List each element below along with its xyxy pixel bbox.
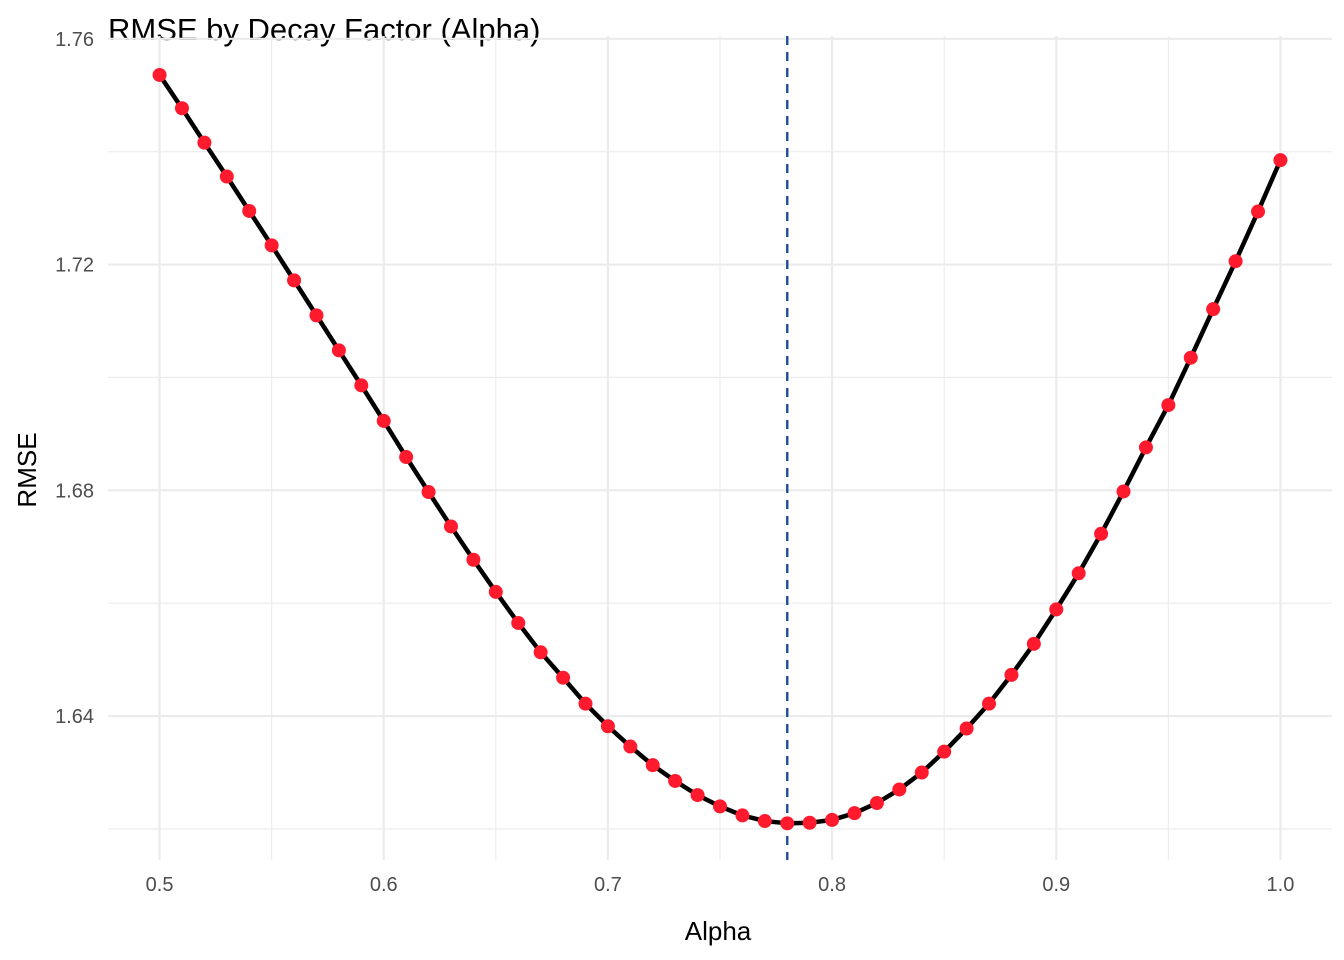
data-point	[1228, 254, 1243, 269]
data-point	[1004, 667, 1019, 682]
data-point	[914, 765, 929, 780]
data-point	[780, 816, 795, 831]
x-tick-label: 0.9	[1042, 874, 1070, 896]
data-point	[376, 413, 391, 428]
data-point	[1049, 602, 1064, 617]
data-point	[690, 788, 705, 803]
major-gridlines	[108, 36, 1332, 860]
data-point	[152, 67, 167, 82]
data-point	[1251, 204, 1266, 219]
data-point	[645, 758, 660, 773]
data-point	[1273, 153, 1288, 168]
data-point	[1071, 566, 1086, 581]
x-axis-tick-labels: 0.5 0.6 0.7 0.8 0.9 1.0	[146, 874, 1295, 896]
data-point	[466, 552, 481, 567]
data-point	[982, 696, 997, 711]
data-point	[331, 343, 346, 358]
data-point	[668, 773, 683, 788]
data-point	[757, 814, 772, 829]
x-tick-label: 1.0	[1267, 874, 1295, 896]
data-point	[511, 615, 526, 630]
data-point	[443, 519, 458, 534]
data-point	[421, 485, 436, 500]
plot-area	[108, 36, 1332, 860]
data-point	[1206, 302, 1221, 317]
data-point	[1183, 350, 1198, 365]
x-tick-label: 0.7	[594, 874, 622, 896]
minor-gridlines	[108, 36, 1332, 860]
data-point	[1116, 484, 1131, 499]
data-point	[623, 739, 638, 754]
data-point	[488, 584, 503, 599]
data-point	[1094, 526, 1109, 541]
data-point	[713, 799, 727, 814]
data-point	[219, 169, 234, 184]
data-point	[937, 744, 952, 759]
y-axis-title: RMSE	[12, 432, 42, 507]
x-tick-label: 0.8	[818, 874, 846, 896]
data-point	[959, 721, 974, 736]
y-axis-tick-labels: 1.64 1.68 1.72 1.76	[55, 29, 94, 728]
y-tick-label: 1.72	[55, 255, 94, 277]
x-axis-title: Alpha	[685, 916, 752, 946]
data-point	[578, 696, 593, 711]
data-point	[287, 273, 302, 288]
data-point	[847, 806, 862, 821]
data-point	[892, 782, 907, 797]
data-point	[1161, 398, 1176, 413]
data-point	[1026, 636, 1041, 651]
rmse-series-points	[152, 67, 1288, 831]
data-point	[264, 238, 279, 253]
data-point	[309, 308, 324, 323]
data-point	[869, 795, 884, 810]
data-point	[533, 645, 548, 660]
y-tick-label: 1.64	[55, 706, 94, 728]
data-point	[1138, 440, 1153, 455]
data-point	[242, 203, 257, 218]
x-tick-label: 0.6	[370, 874, 398, 896]
x-tick-label: 0.5	[146, 874, 174, 896]
data-point	[354, 378, 369, 393]
data-point	[802, 815, 817, 830]
data-point	[197, 135, 212, 150]
data-point	[825, 812, 840, 827]
data-point	[174, 101, 189, 116]
data-point	[600, 719, 615, 734]
data-point	[399, 450, 414, 465]
y-tick-label: 1.76	[55, 29, 94, 51]
data-point	[556, 670, 571, 685]
data-point	[735, 808, 750, 823]
y-tick-label: 1.68	[55, 480, 94, 502]
chart-title: RMSE by Decay Factor (Alpha)	[108, 12, 540, 47]
